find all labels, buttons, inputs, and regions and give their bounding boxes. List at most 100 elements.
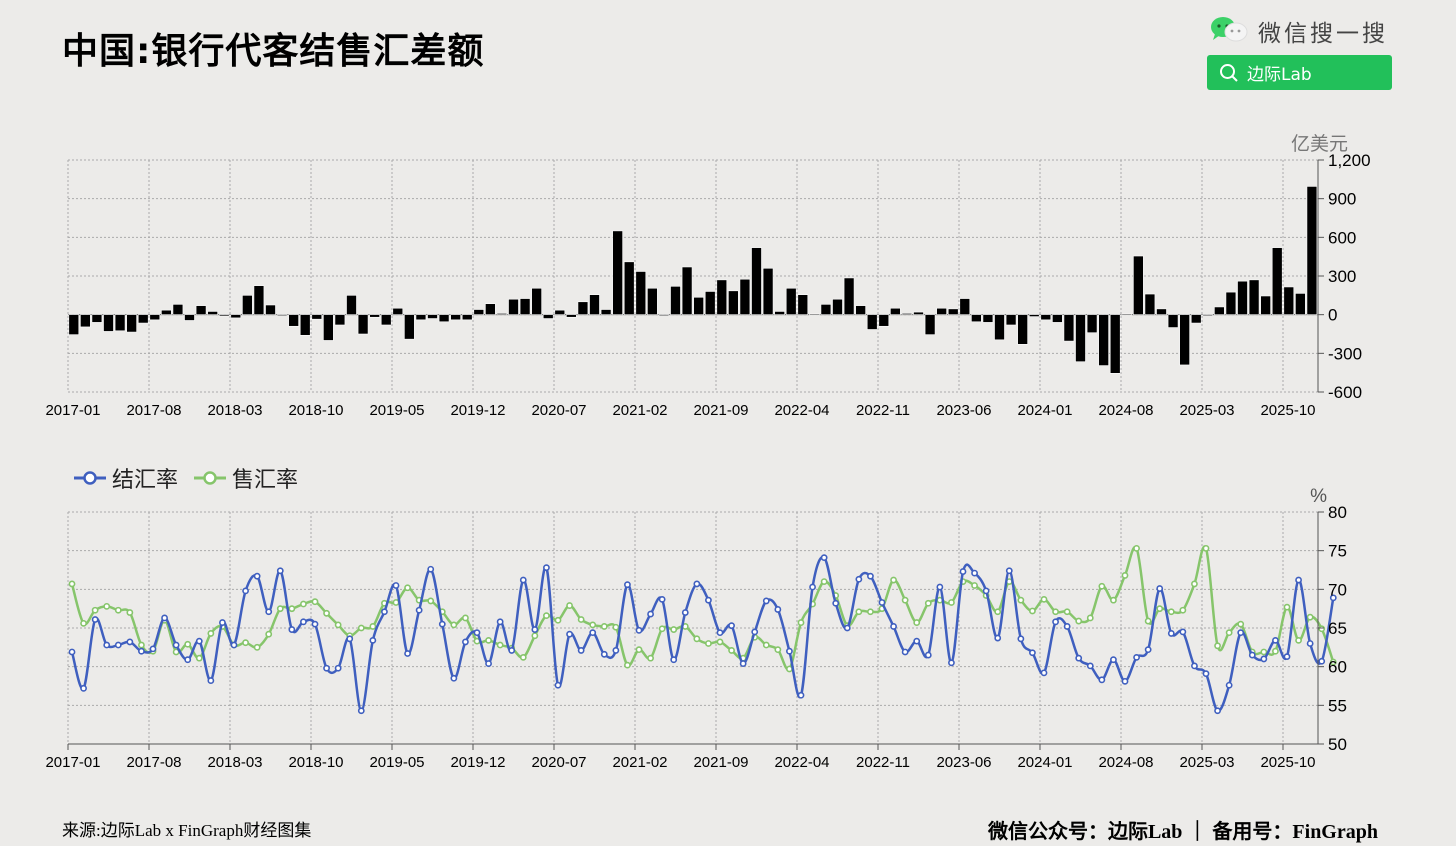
bar — [843, 277, 855, 315]
data-point — [913, 619, 921, 626]
data-point — [1191, 580, 1198, 588]
bar-y-tick: 300 — [1328, 267, 1356, 286]
bar-x-tick: 2024-01 — [1017, 402, 1072, 419]
legend-item-sales[interactable]: 售汇率 — [194, 462, 298, 494]
bar — [1052, 314, 1063, 323]
line-x-tick: 2022-04 — [774, 754, 829, 771]
bar — [866, 314, 878, 330]
legend-item-settlement[interactable]: 结汇率 — [74, 462, 178, 494]
line-x-tick: 2021-02 — [612, 754, 667, 771]
bar — [1283, 286, 1295, 315]
data-point — [392, 599, 400, 606]
bar-x-tick: 2021-02 — [612, 402, 667, 419]
bar — [936, 307, 947, 315]
bar — [1017, 314, 1028, 345]
bar — [114, 314, 126, 332]
data-point — [496, 618, 504, 626]
data-point — [1306, 613, 1314, 621]
data-point — [762, 597, 770, 605]
bar — [924, 314, 936, 335]
bar — [1190, 314, 1202, 324]
data-point — [658, 625, 666, 633]
data-point — [1110, 596, 1117, 604]
data-point — [473, 637, 481, 645]
data-point — [901, 596, 909, 604]
data-point — [68, 648, 76, 656]
data-point — [577, 616, 585, 623]
data-point — [450, 674, 458, 682]
bar — [1005, 314, 1017, 326]
data-point — [357, 707, 365, 715]
data-point — [1086, 662, 1094, 670]
data-point — [1179, 628, 1187, 636]
data-point — [91, 606, 99, 614]
data-point — [971, 569, 978, 577]
data-point — [1005, 578, 1013, 585]
data-point — [161, 614, 168, 622]
bar — [288, 314, 299, 327]
data-point — [554, 616, 562, 624]
line-x-tick: 2020-07 — [531, 754, 586, 771]
data-point — [242, 639, 249, 647]
data-point — [624, 661, 631, 669]
data-point — [809, 583, 816, 591]
bar — [901, 313, 913, 315]
data-point — [913, 637, 921, 645]
bar — [797, 294, 809, 315]
bar — [473, 309, 485, 315]
data-point — [600, 623, 608, 630]
bar — [346, 295, 357, 315]
data-point — [543, 564, 550, 572]
data-point — [1214, 707, 1221, 715]
data-point — [1063, 623, 1071, 630]
bar — [311, 314, 323, 320]
data-point — [566, 630, 573, 638]
wechat-search-button[interactable]: 边际Lab — [1207, 55, 1392, 90]
data-point — [369, 636, 377, 644]
bar — [207, 311, 218, 315]
bar — [218, 314, 230, 317]
data-point — [948, 599, 955, 606]
line-x-tick: 2025-10 — [1260, 754, 1315, 771]
bar-y-axis-unit: 亿美元 — [1291, 133, 1348, 155]
bar — [635, 271, 647, 315]
account-note: 微信公众号：边际Lab ｜ 备用号：FinGraph — [987, 821, 1378, 843]
line-x-tick: 2025-03 — [1179, 754, 1234, 771]
legend-marker-blue-icon — [74, 471, 106, 485]
bar — [600, 309, 612, 315]
data-point — [1052, 608, 1059, 616]
data-point — [1214, 642, 1221, 650]
data-point — [612, 623, 620, 631]
data-point — [577, 647, 585, 654]
data-point — [589, 621, 597, 629]
bar — [1271, 247, 1283, 315]
bar — [450, 314, 461, 321]
data-point — [1179, 606, 1187, 614]
bar — [1121, 313, 1133, 316]
data-point — [751, 628, 759, 636]
data-point — [519, 576, 527, 584]
bar — [704, 291, 716, 315]
data-point — [126, 638, 134, 646]
bar — [253, 285, 265, 315]
data-point — [1329, 594, 1337, 602]
bar — [80, 314, 91, 328]
data-point — [994, 608, 1002, 616]
data-point — [1306, 640, 1314, 647]
bar — [577, 301, 589, 315]
data-point — [994, 634, 1002, 642]
bar — [438, 314, 450, 323]
bar — [276, 314, 288, 316]
bar — [820, 304, 832, 315]
data-point — [172, 648, 180, 656]
data-point — [253, 572, 261, 580]
data-point — [265, 630, 273, 638]
bar-y-tick: 600 — [1328, 228, 1356, 247]
bar — [681, 266, 693, 315]
data-point — [797, 619, 805, 626]
data-point — [68, 580, 76, 588]
data-point — [126, 609, 134, 616]
data-point — [346, 632, 354, 640]
bar — [913, 311, 924, 315]
data-point — [797, 691, 805, 699]
